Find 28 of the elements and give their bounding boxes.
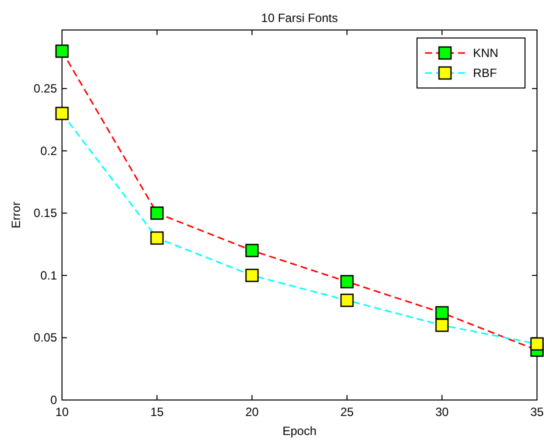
point — [245, 268, 259, 282]
legend-label: KNN — [473, 46, 498, 60]
y-tick-label: 0.05 — [34, 330, 58, 345]
y-tick-label: 0.15 — [34, 206, 58, 220]
x-tick-label: 15 — [150, 405, 164, 419]
y-tick-label: 0 — [50, 393, 58, 407]
point — [435, 318, 449, 332]
point — [245, 244, 259, 258]
point — [55, 106, 69, 120]
point — [530, 337, 544, 351]
y-tick-label: 0.25 — [34, 82, 58, 96]
point — [150, 206, 164, 220]
point — [435, 306, 449, 320]
x-axis-title: Epoch — [282, 424, 317, 438]
point — [340, 294, 354, 307]
x-tick-label: 20 — [245, 405, 259, 419]
y-tick-label: 0.1 — [40, 268, 58, 282]
point — [340, 275, 354, 288]
x-tick-label: 30 — [435, 405, 449, 419]
x-tick-label: 25 — [340, 405, 354, 419]
y-tick-label: 0.2 — [40, 144, 58, 158]
point — [150, 231, 164, 245]
point — [55, 44, 69, 58]
x-tick-label: 35 — [530, 405, 544, 419]
legend-label: RBF — [473, 66, 497, 80]
y-axis-title: Error — [9, 202, 23, 228]
chart-title: 10 Farsi Fonts — [261, 11, 338, 25]
x-tick-label: 10 — [55, 405, 69, 419]
